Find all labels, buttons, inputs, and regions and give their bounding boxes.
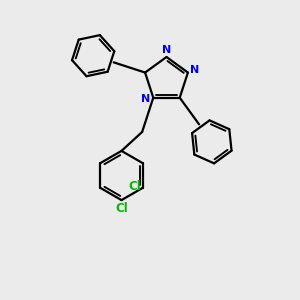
Text: N: N — [190, 65, 200, 75]
Text: Cl: Cl — [116, 202, 128, 215]
Text: N: N — [162, 45, 171, 55]
Text: N: N — [141, 94, 150, 104]
Text: Cl: Cl — [128, 180, 141, 193]
